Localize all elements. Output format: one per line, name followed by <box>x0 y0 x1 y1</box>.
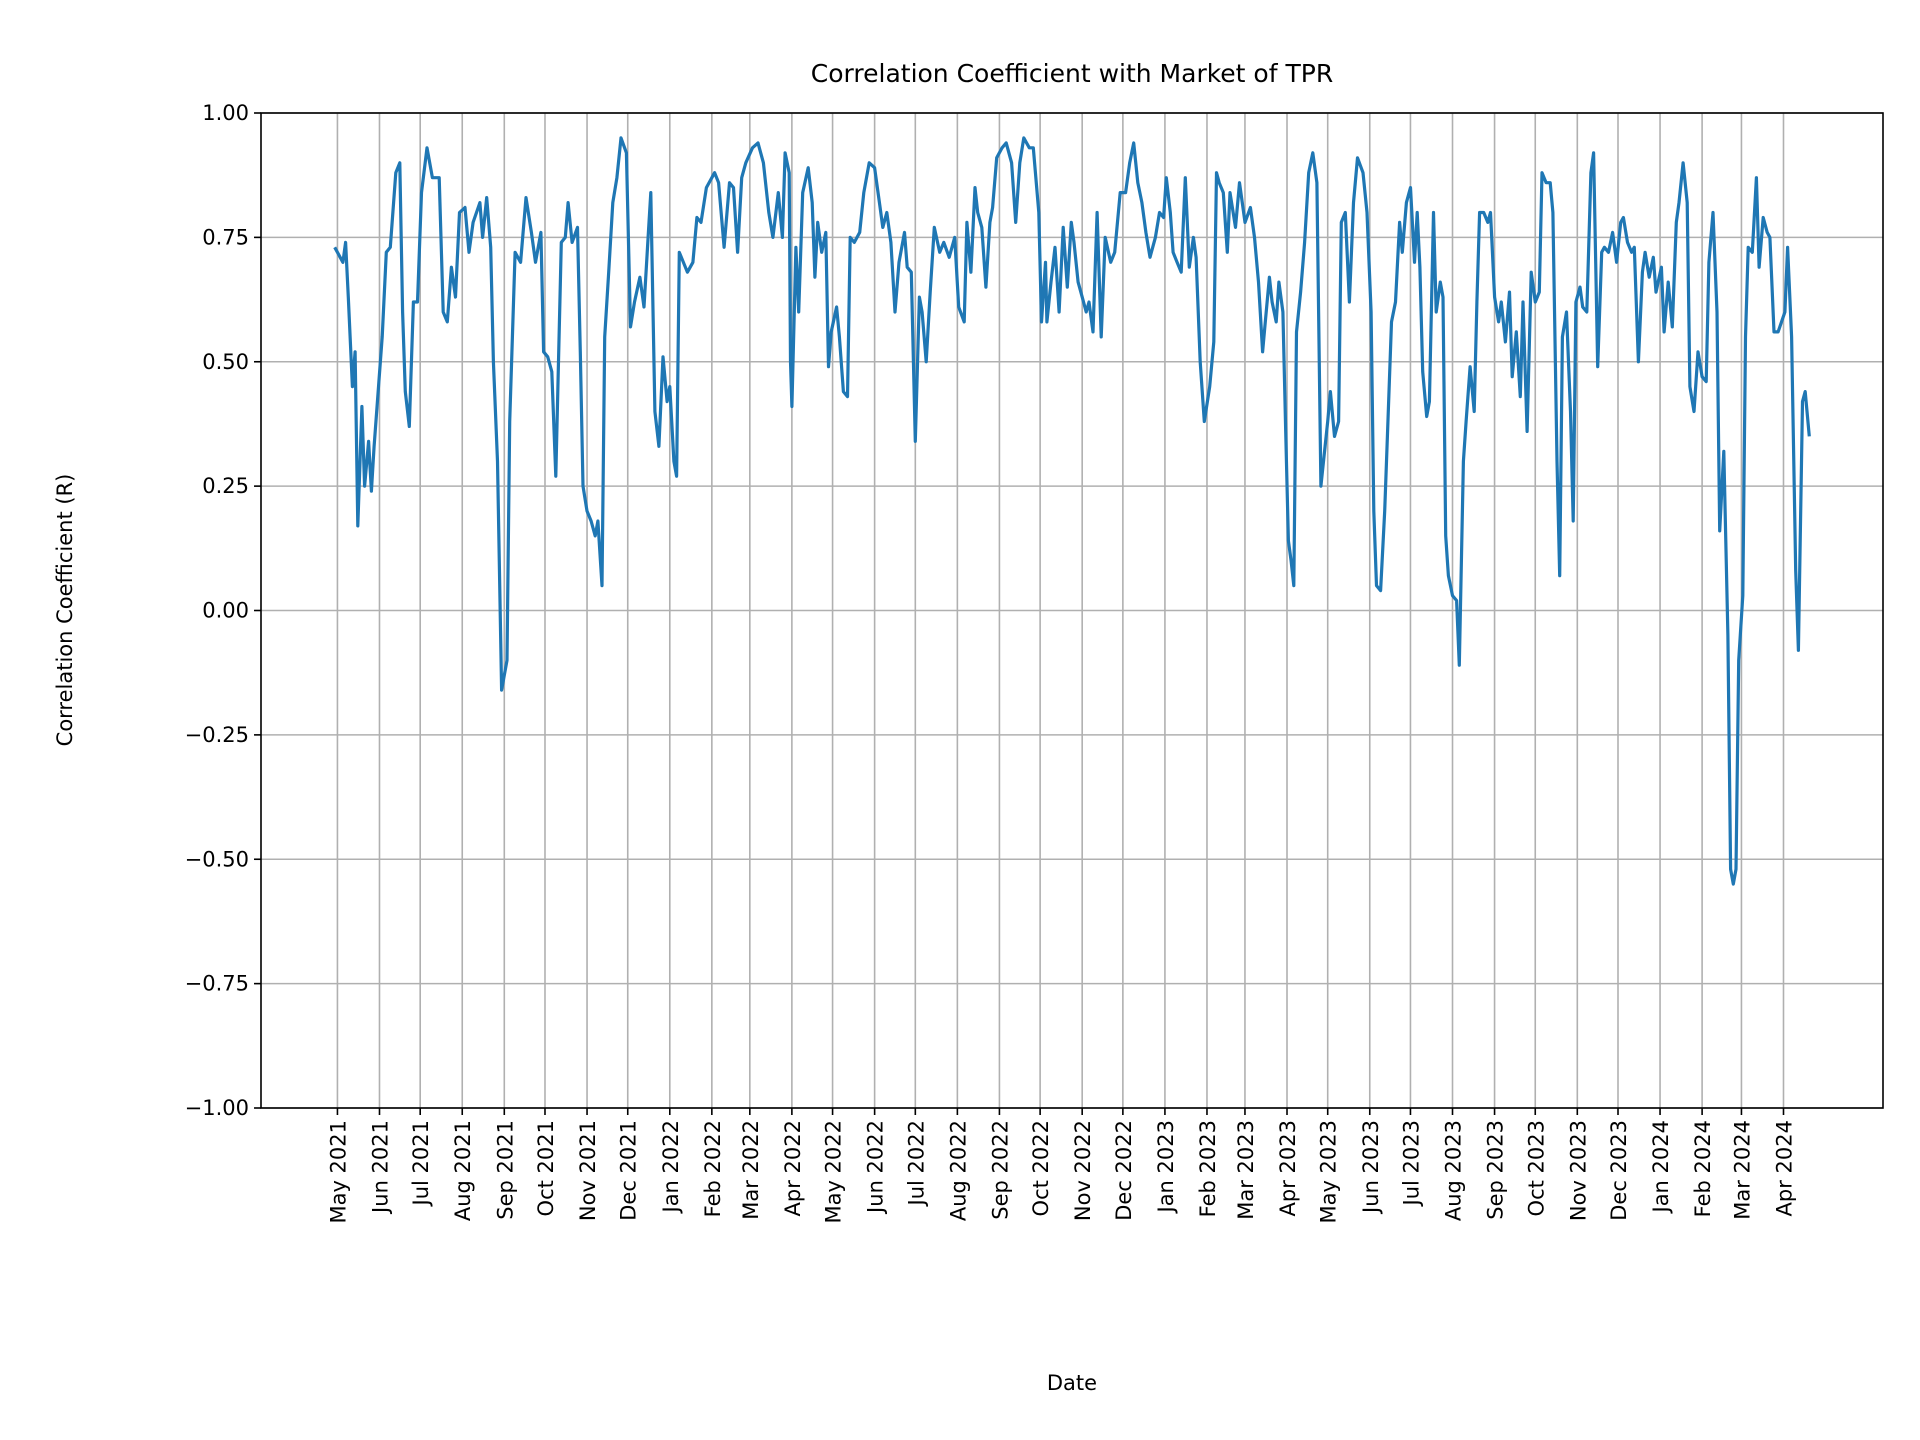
x-tick-label: May 2023 <box>1317 1120 1341 1224</box>
x-tick-label: Jun 2022 <box>864 1120 888 1215</box>
y-tick-label: 0.75 <box>202 225 249 249</box>
x-tick-label: Jan 2023 <box>1154 1120 1178 1215</box>
y-tick-label: −1.00 <box>185 1096 249 1120</box>
x-tick-label: Aug 2023 <box>1442 1120 1466 1221</box>
y-tick-label: −0.75 <box>185 972 249 996</box>
x-tick-label: Sep 2022 <box>988 1120 1012 1220</box>
series-layer <box>333 136 1811 886</box>
x-tick-label: Dec 2021 <box>617 1120 641 1221</box>
x-tick-label: Jul 2021 <box>409 1120 433 1207</box>
grid <box>261 112 1883 1109</box>
x-axis-label: Date <box>1047 1371 1097 1395</box>
x-tick-label: Oct 2021 <box>534 1120 558 1216</box>
x-tick-label: Jul 2022 <box>904 1120 928 1207</box>
series-line <box>333 136 1811 886</box>
y-tick-label: −0.50 <box>185 847 249 871</box>
y-axis-label: Correlation Coefficient (R) <box>53 474 77 747</box>
x-tick-label: Apr 2024 <box>1772 1120 1796 1216</box>
chart-title: Correlation Coefficient with Market of T… <box>811 59 1333 88</box>
x-tick-label: Jun 2021 <box>368 1120 392 1215</box>
y-tick-label: 0.00 <box>202 599 249 623</box>
x-tick-label: Nov 2021 <box>576 1120 600 1221</box>
x-tick-label: May 2021 <box>326 1120 350 1224</box>
x-tick-label: May 2022 <box>822 1120 846 1224</box>
y-tick-label: 0.50 <box>202 350 249 374</box>
x-axis: May 2021 Jun 2021 Jul 2021 Aug 2021 Sep 2021… <box>326 1108 1796 1224</box>
x-tick-label: Mar 2022 <box>739 1120 763 1220</box>
x-tick-label: Nov 2023 <box>1566 1120 1590 1221</box>
x-tick-label: Jan 2022 <box>659 1120 683 1215</box>
x-tick-label: Dec 2023 <box>1607 1120 1631 1221</box>
x-tick-label: Feb 2022 <box>701 1120 725 1217</box>
x-tick-label: Sep 2021 <box>493 1120 517 1220</box>
y-axis: −1.00 −0.75 −0.50 −0.25 0.00 0.25 0.50 0.75 1.00 <box>185 101 261 1120</box>
x-tick-label: Aug 2021 <box>451 1120 475 1221</box>
x-tick-label: Jun 2023 <box>1359 1120 1383 1215</box>
x-tick-label: Apr 2022 <box>781 1120 805 1216</box>
x-tick-label: Jan 2024 <box>1649 1120 1673 1215</box>
x-tick-label: Jul 2023 <box>1399 1120 1423 1207</box>
x-tick-label: Oct 2023 <box>1524 1120 1548 1216</box>
x-tick-label: Apr 2023 <box>1276 1120 1300 1216</box>
x-tick-label: Sep 2023 <box>1484 1120 1508 1220</box>
x-tick-label: Dec 2022 <box>1112 1120 1136 1221</box>
x-tick-label: Aug 2022 <box>946 1120 970 1221</box>
x-tick-label: Mar 2023 <box>1234 1120 1258 1220</box>
x-tick-label: Feb 2023 <box>1196 1120 1220 1217</box>
x-tick-label: Oct 2022 <box>1029 1120 1053 1216</box>
x-tick-label: Nov 2022 <box>1071 1120 1095 1221</box>
y-tick-label: 1.00 <box>202 101 249 125</box>
y-tick-label: −0.25 <box>185 723 249 747</box>
y-tick-label: 0.25 <box>202 474 249 498</box>
x-tick-label: Feb 2024 <box>1691 1120 1715 1217</box>
x-tick-label: Mar 2024 <box>1730 1120 1754 1220</box>
